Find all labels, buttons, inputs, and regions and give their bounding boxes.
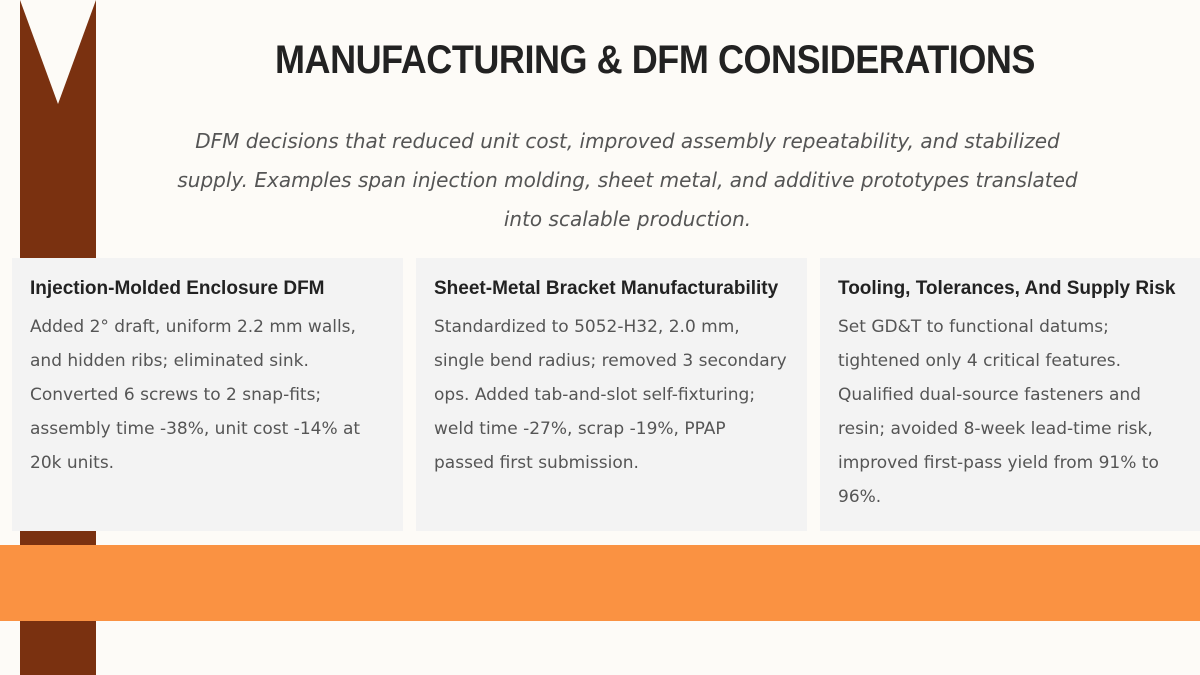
card: Injection-Molded Enclosure DFM Added 2° … (12, 258, 403, 531)
stripe-notch (20, 0, 96, 104)
accent-band (0, 545, 1200, 621)
title: MANUFACTURING & DFM CONSIDERATIONS (274, 38, 1035, 82)
subtitle: DFM decisions that reduced unit cost, im… (177, 129, 1078, 231)
card: Sheet-Metal Bracket Manufacturability St… (416, 258, 807, 531)
card-title: Tooling, Tolerances, And Supply Risk (838, 278, 1176, 299)
card-body: Added 2° draft, uniform 2.2 mm walls, an… (30, 317, 361, 473)
card: Tooling, Tolerances, And Supply Risk Set… (820, 258, 1200, 531)
card-body: Standardized to 5052-H32, 2.0 mm, single… (434, 317, 787, 473)
card-title: Sheet-Metal Bracket Manufacturability (434, 278, 779, 299)
card-title: Injection-Molded Enclosure DFM (30, 278, 325, 299)
card-body: Set GD&T to functional datums; tightened… (838, 317, 1159, 507)
